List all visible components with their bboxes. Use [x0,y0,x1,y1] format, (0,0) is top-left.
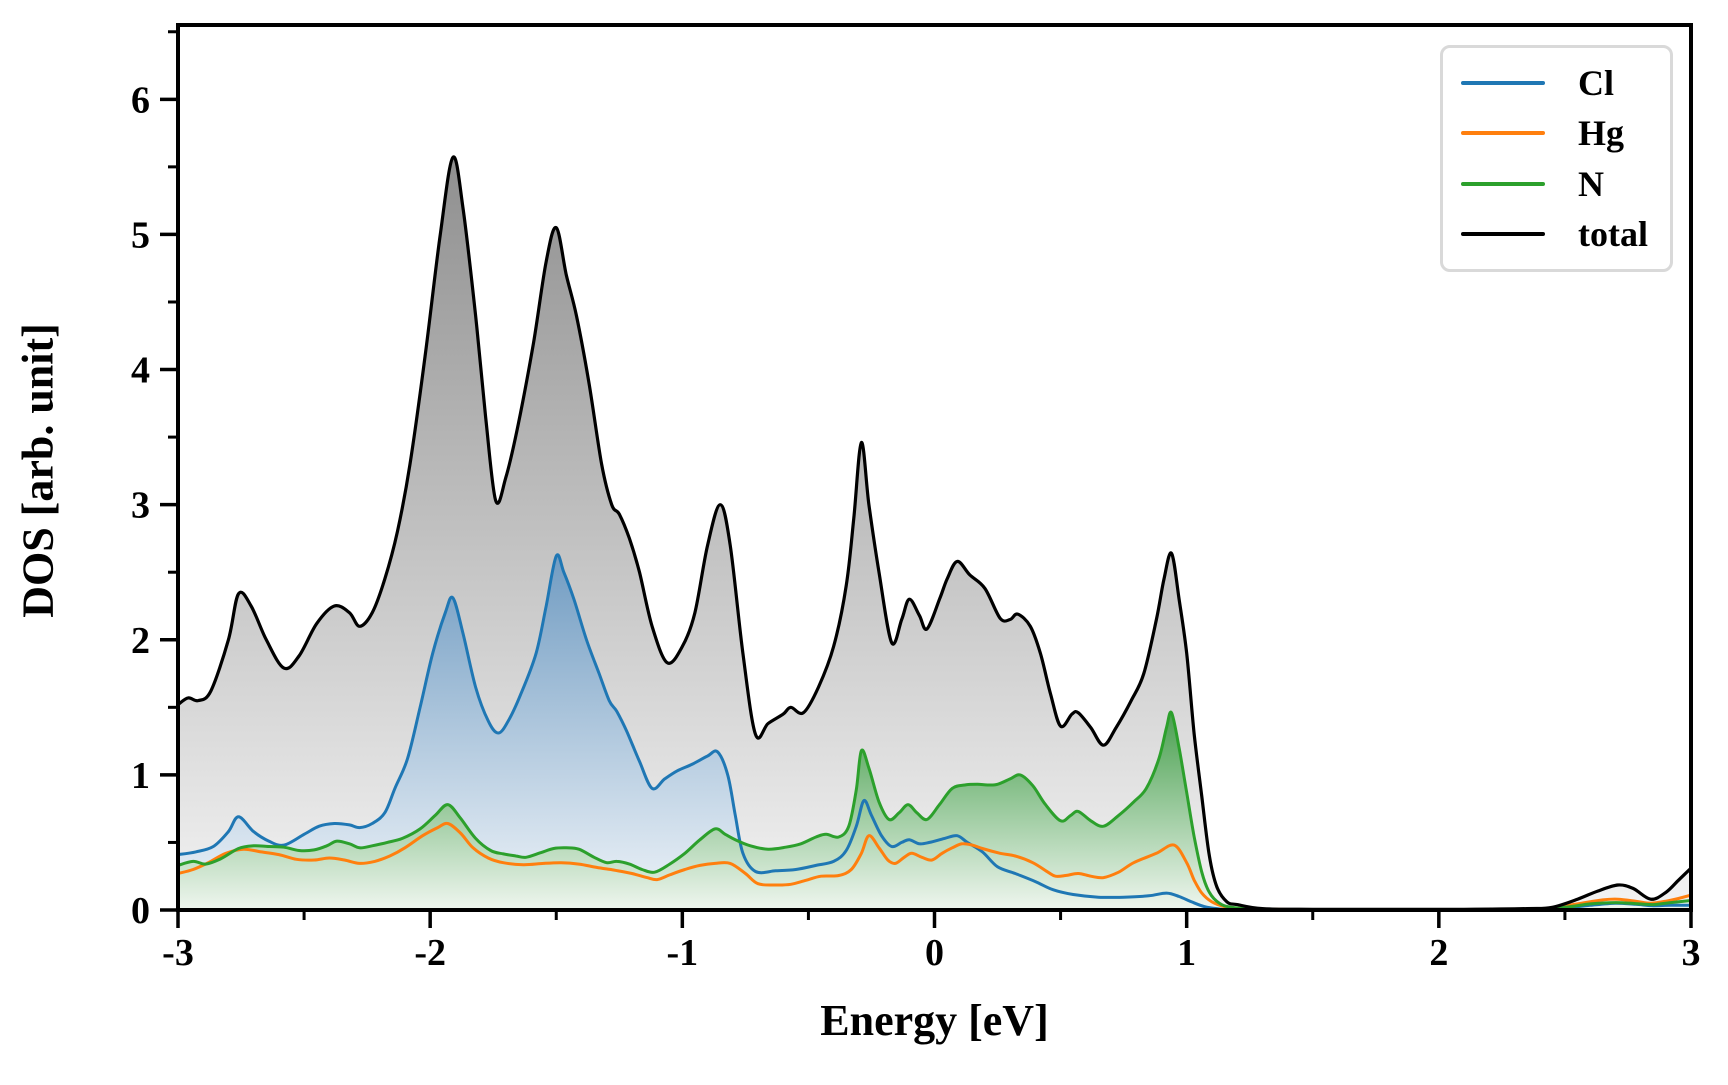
y-tick-label: 1 [131,755,150,797]
legend-item-total: total [1443,209,1670,259]
y-tick-label: 3 [131,485,150,527]
legend: Cl Hg N total [1440,45,1673,272]
legend-item-cl: Cl [1443,58,1670,108]
legend-item-hg: Hg [1443,108,1670,158]
y-tick-label: 5 [131,214,150,256]
x-axis-title: Energy [eV] [820,996,1049,1045]
curve-cl [178,553,1691,910]
n-line-swatch [1461,181,1545,186]
y-tick-label: 2 [131,620,150,662]
legend-label-cl: Cl [1578,63,1614,104]
x-tick-label: -1 [667,932,699,974]
x-tick-label: 1 [1177,932,1196,974]
legend-label-n: N [1578,163,1604,204]
y-axis-title: DOS [arb. unit] [13,323,63,618]
total-line-swatch [1461,231,1545,236]
x-tick-label: -3 [162,932,194,974]
x-tick-label: 3 [1682,932,1701,974]
x-tick-label: 0 [925,932,944,974]
area-fill-n [178,712,1691,910]
y-tick-label: 0 [131,890,150,932]
y-tick-label: 6 [131,79,150,121]
curve-n [178,710,1691,910]
x-tick-label: -2 [414,932,446,974]
curve-total [178,155,1691,910]
area-fill-cl [178,554,1691,910]
curve-hg [178,821,1691,910]
x-tick-label: 2 [1429,932,1448,974]
legend-item-n: N [1443,159,1670,209]
legend-label-hg: Hg [1578,113,1625,154]
legend-label-total: total [1578,213,1648,254]
plot-area [178,155,1691,910]
hg-line-swatch [1461,131,1545,136]
cl-line-swatch [1461,81,1545,86]
y-tick-label: 4 [131,350,150,392]
